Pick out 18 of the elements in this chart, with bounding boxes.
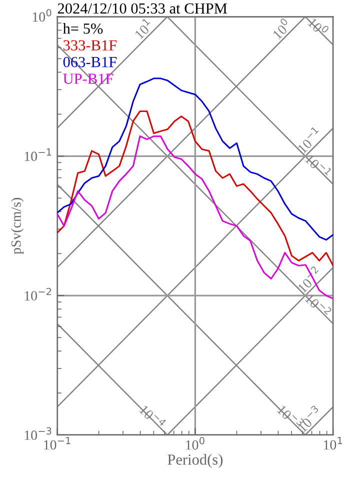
x-tick-label: 10$^{0}$ xyxy=(186,437,204,450)
text: 10$^{−1}$ xyxy=(295,126,323,154)
y-tick-label: 10$^{−1}$ xyxy=(24,148,52,162)
text: 10$^{1}$ xyxy=(132,18,154,40)
text: 333-B1F xyxy=(64,40,117,50)
y-tick-label: 10$^{−2}$ xyxy=(24,288,52,301)
x-tick-label: 10$^{1}$ xyxy=(324,437,342,450)
x-axis-title: Period(s) xyxy=(168,454,223,468)
x-tick-label: 10$^{−1}$ xyxy=(44,437,70,450)
series-label: 063-B1F xyxy=(63,56,117,68)
y-axis-title: pSv(cm/s) xyxy=(11,198,24,254)
text: UP-B1F xyxy=(63,74,114,84)
text: 10$^{0}$ xyxy=(270,18,292,40)
chart-title: 2024/12/10 05:33 at CHPM xyxy=(58,3,227,14)
annotation: h= 5% xyxy=(62,23,103,34)
y-tick-label: 10$^{0}$ xyxy=(32,9,52,22)
text: 10$^{−2}$ xyxy=(295,266,323,294)
y-tick-label: 10$^{−3}$ xyxy=(24,427,52,440)
